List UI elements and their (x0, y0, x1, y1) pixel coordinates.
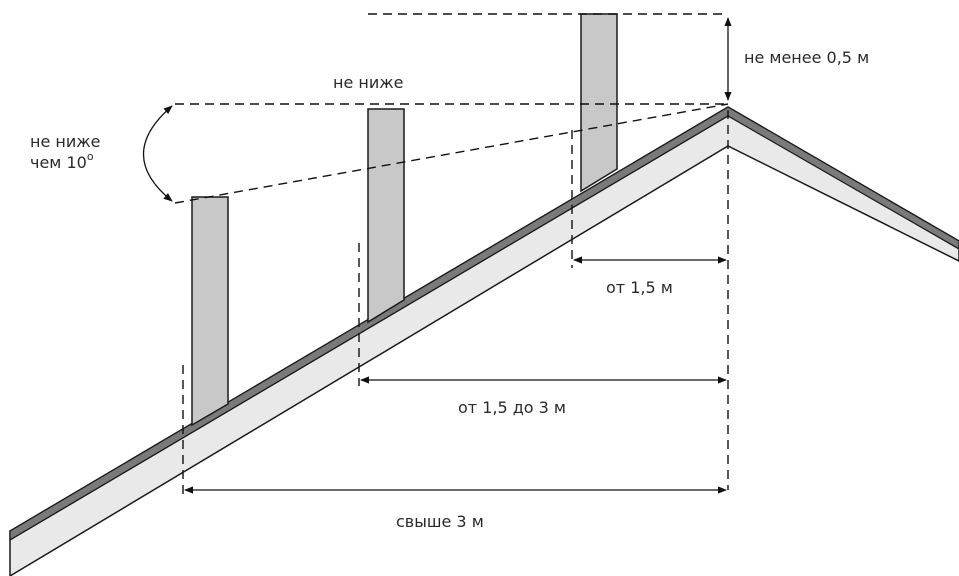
roof (9, 106, 959, 576)
roof-slab (9, 106, 959, 576)
top-clearance-label: не менее 0,5 м (744, 48, 869, 67)
chimney-pipe-near (580, 13, 618, 193)
dist-far-label: свыше 3 м (396, 512, 484, 531)
angle-arc (142, 105, 173, 202)
angle-label-line2: чем 10o (30, 150, 94, 172)
ten-degree-line (174, 103, 729, 204)
chimney-pipe-far (191, 196, 229, 427)
dist-near-label: от 1,5 м (606, 278, 673, 297)
degree-sign: o (87, 150, 94, 163)
angle-label-line1: не ниже (30, 132, 101, 151)
dimension-arrows (142, 17, 732, 494)
dist-mid-label: от 1,5 до 3 м (458, 398, 566, 417)
chimney-pipe-middle (367, 108, 405, 324)
reference-lines (174, 13, 729, 496)
angle-value: чем 10 (30, 153, 87, 172)
not-lower-label: не ниже (333, 73, 404, 92)
